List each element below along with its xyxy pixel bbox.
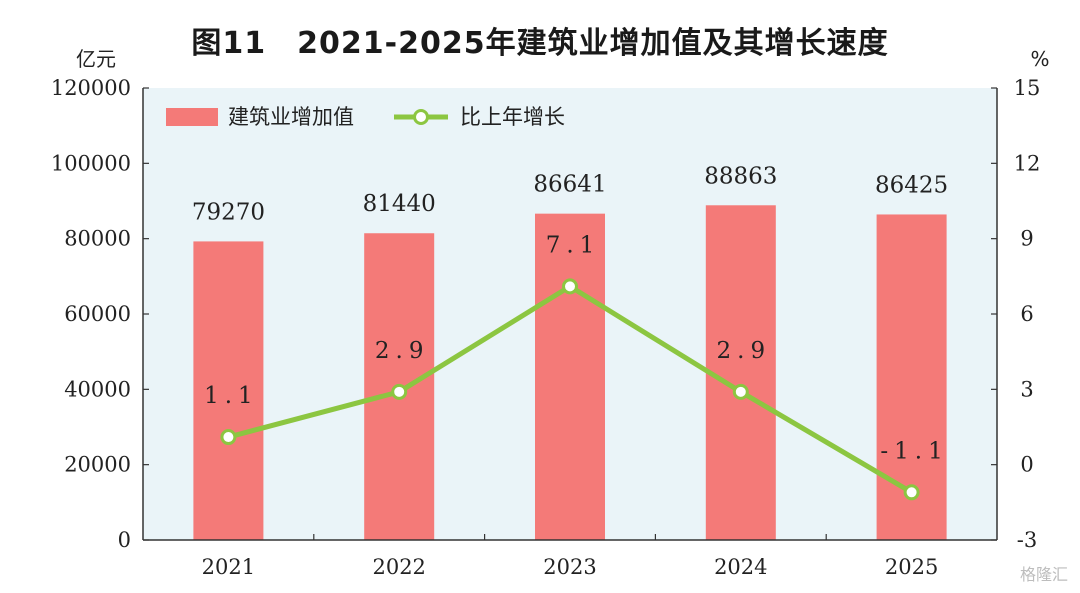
growth-value-label-2023: 7.1 xyxy=(546,232,601,258)
growth-point-2025 xyxy=(903,484,920,501)
bar-value-label-2023: 86641 xyxy=(533,172,606,198)
growth-point-2024 xyxy=(732,383,749,400)
bar-value-label-2025: 86425 xyxy=(875,172,948,198)
legend-label-bar: 建筑业增加值 xyxy=(228,105,354,129)
y-right-tick-label: 3 xyxy=(1020,377,1033,401)
y-left-tick-label: 20000 xyxy=(64,453,131,477)
bar-value-label-2021: 79270 xyxy=(192,199,265,225)
y-left-tick-label: 100000 xyxy=(51,151,131,175)
y-left-unit: 亿元 xyxy=(76,47,116,71)
growth-point-2023 xyxy=(562,278,578,295)
y-right-tick-label: 0 xyxy=(1020,453,1033,477)
growth-value-label-2024: 2.9 xyxy=(717,338,772,364)
x-tick-label-2023: 2023 xyxy=(543,555,596,579)
growth-value-label-2025: -1.1 xyxy=(880,438,948,464)
y-left-tick-label: 60000 xyxy=(64,302,131,326)
growth-point-2021 xyxy=(220,429,237,446)
growth-value-label-2022: 2.9 xyxy=(375,338,430,364)
y-right-tick-label: 12 xyxy=(1014,151,1041,175)
bars-layer xyxy=(193,205,947,541)
axes-layer: 0 20000 40000 60000 80000 100000 120000 -3 0 3 6 9 1… xyxy=(51,47,1050,579)
y-right-tick-label: 9 xyxy=(1020,227,1033,251)
legend-swatch-bar xyxy=(166,108,218,126)
x-tick-label-2025: 2025 xyxy=(885,555,938,579)
y-left-tick-label: 0 xyxy=(118,528,131,552)
legend: 建筑业增加值 比上年增长 xyxy=(166,105,565,129)
watermark-logo: 格隆汇 xyxy=(1019,565,1068,584)
y-left-tick-label: 40000 xyxy=(64,377,131,401)
x-tick-label-2024: 2024 xyxy=(714,555,767,579)
legend-swatch-marker xyxy=(413,109,429,125)
bar-value-label-2024: 88863 xyxy=(704,163,777,189)
bar-2023 xyxy=(535,213,605,541)
x-tick-label-2022: 2022 xyxy=(372,555,425,579)
chart-title: 图11 2021-2025年建筑业增加值及其增长速度 xyxy=(191,26,889,61)
bar-2024 xyxy=(705,205,776,540)
bar-value-label-2022: 81440 xyxy=(363,191,436,217)
line-layer xyxy=(220,278,920,501)
growth-value-label-2021: 1.1 xyxy=(204,383,259,409)
y-right-tick-label: 6 xyxy=(1020,302,1033,326)
y-left-tick-label: 80000 xyxy=(64,227,131,251)
labels-layer: 79270 81440 86641 88863 86425 1.1 2.9 7.1 2.9 -1.… xyxy=(192,163,948,464)
legend-label-line: 比上年增长 xyxy=(460,105,565,129)
bar-2021 xyxy=(193,241,264,541)
y-right-tick-label: -3 xyxy=(1017,528,1037,552)
y-right-unit: % xyxy=(1030,47,1049,71)
x-tick-label-2021: 2021 xyxy=(202,555,255,579)
y-left-tick-label: 120000 xyxy=(51,76,131,100)
growth-point-2022 xyxy=(391,383,408,400)
y-right-tick-label: 15 xyxy=(1014,76,1041,100)
